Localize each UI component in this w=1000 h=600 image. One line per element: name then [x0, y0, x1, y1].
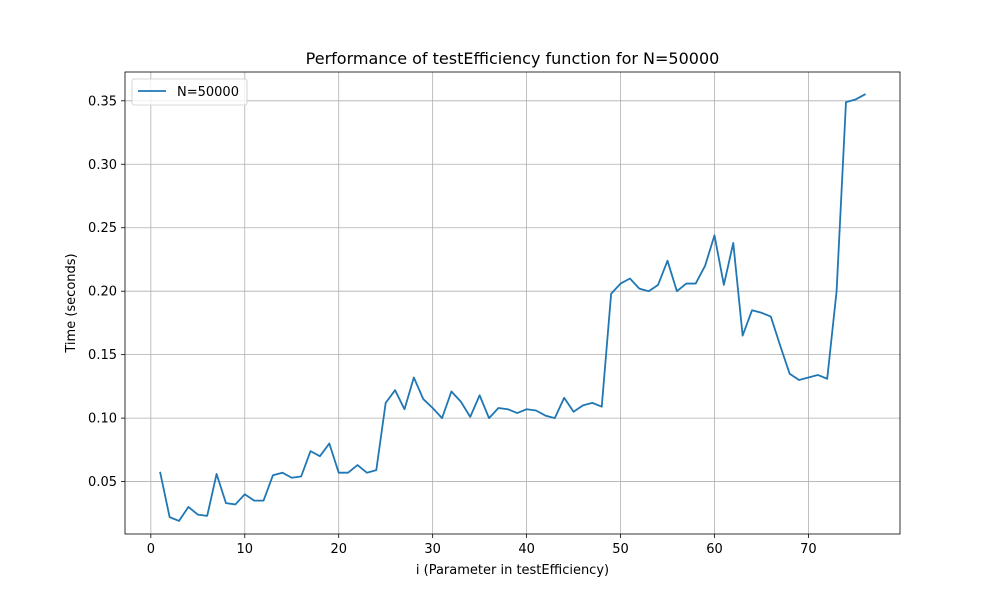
y-tick-label: 0.25 — [88, 221, 117, 236]
legend-label-n50000: N=50000 — [177, 85, 239, 100]
series-line-n50000 — [159, 93, 866, 522]
y-tick-label: 0.20 — [88, 285, 117, 300]
x-tick-label: 70 — [800, 542, 817, 557]
y-axis: 0.05 0.10 0.15 0.20 0.25 0.30 0.35 — [88, 94, 125, 490]
series-layer — [159, 93, 866, 522]
chart-title: Performance of testEfficiency function f… — [306, 49, 720, 68]
y-tick-label: 0.15 — [88, 348, 117, 363]
legend-box — [131, 78, 248, 106]
y-tick-label: 0.30 — [88, 158, 117, 173]
x-tick-label: 50 — [612, 542, 629, 557]
x-axis: 0 10 20 30 40 50 60 70 — [147, 534, 817, 557]
x-tick-label: 20 — [330, 542, 347, 557]
y-axis-label: Time (seconds) — [64, 253, 79, 353]
plot-area — [124, 71, 901, 535]
x-tick-label: 10 — [236, 542, 253, 557]
y-tick-label: 0.35 — [88, 94, 117, 109]
x-tick-label: 0 — [147, 542, 155, 557]
legend: N=50000 — [131, 78, 248, 106]
y-tick-label: 0.05 — [88, 475, 117, 490]
x-tick-label: 40 — [518, 542, 535, 557]
x-tick-label: 30 — [424, 542, 441, 557]
x-tick-label: 60 — [706, 542, 723, 557]
grid — [125, 72, 900, 534]
y-tick-label: 0.10 — [88, 412, 117, 427]
x-axis-label: i (Parameter in testEfficiency) — [416, 563, 609, 578]
